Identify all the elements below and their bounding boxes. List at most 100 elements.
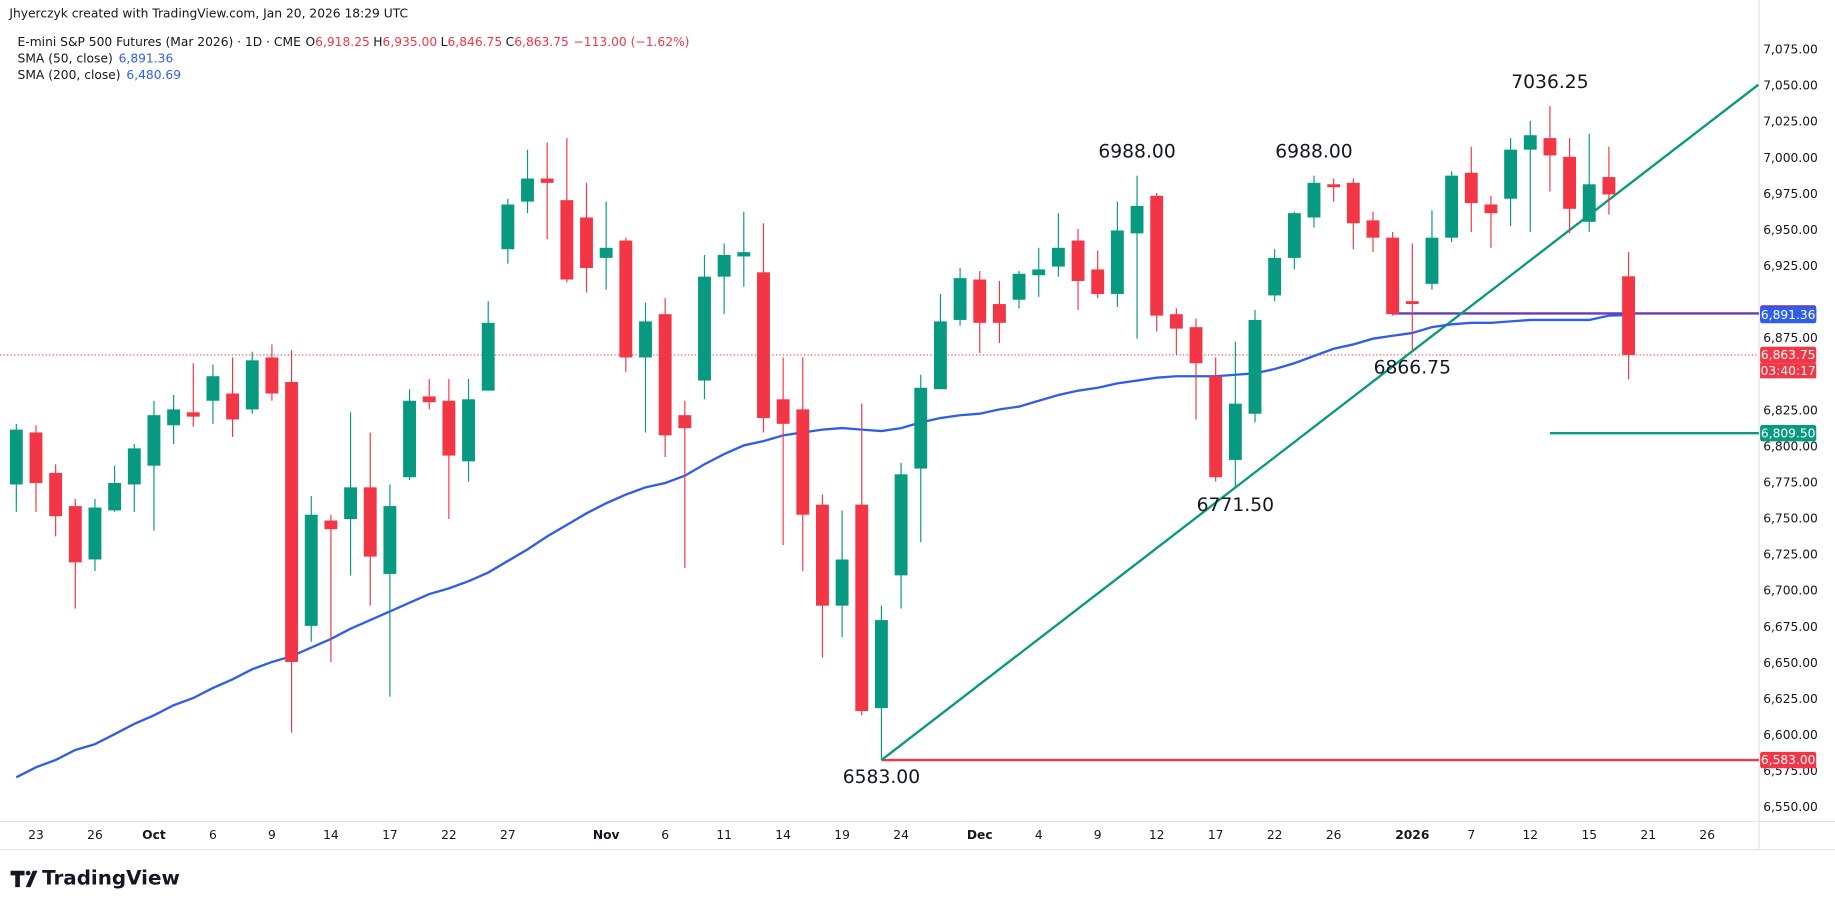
candle-body xyxy=(344,487,358,520)
candle-body xyxy=(383,506,397,574)
x-tick-label: Dec xyxy=(967,828,993,842)
candle-body xyxy=(1071,240,1085,281)
candle-body xyxy=(167,409,181,426)
candle-body xyxy=(1228,403,1242,460)
x-tick-label: 6 xyxy=(209,828,217,842)
candle-body xyxy=(1287,213,1301,258)
candle-body xyxy=(1012,273,1026,300)
candle-body xyxy=(1464,172,1478,204)
candle-body xyxy=(874,620,888,709)
level-box xyxy=(1760,751,1817,769)
candle-body xyxy=(580,217,593,268)
candle-body xyxy=(1327,184,1341,188)
x-tick-label: 14 xyxy=(775,828,791,842)
level-label: 6,809.50 xyxy=(1761,426,1816,440)
candle-body xyxy=(1032,269,1046,276)
y-tick-label: 6,975.00 xyxy=(1763,187,1818,201)
candle-body xyxy=(1484,204,1498,214)
candle-body xyxy=(9,429,23,485)
indicator-legend: SMA (50, close) 6,891.36 xyxy=(18,51,174,65)
logo-dot xyxy=(25,870,31,876)
indicator-legend: SMA (200, close) 6,480.69 xyxy=(18,67,182,81)
sma-line xyxy=(15,313,1629,779)
y-tick-label: 6,625.00 xyxy=(1763,692,1818,706)
y-tick-label: 6,875.00 xyxy=(1763,331,1818,345)
ohlc-key: C xyxy=(506,35,515,49)
ohlc-value: 6,935.00 xyxy=(383,35,438,49)
x-tick-label: 9 xyxy=(268,828,276,842)
candle-body xyxy=(1543,138,1557,156)
y-tick-label: 7,000.00 xyxy=(1763,151,1818,165)
y-tick-label: 6,700.00 xyxy=(1763,584,1818,598)
candle-body xyxy=(1346,182,1360,224)
last-price-box xyxy=(1760,346,1817,364)
x-tick-label: 17 xyxy=(382,828,398,842)
price-annotation: 6583.00 xyxy=(843,767,920,788)
candle-body xyxy=(540,178,554,183)
candle-body xyxy=(206,376,220,401)
ohlc-key: O xyxy=(306,35,316,49)
candle-body xyxy=(1248,319,1262,414)
ohlc-value: 6,918.25 xyxy=(315,35,370,49)
candle-body xyxy=(481,322,495,391)
candle-body xyxy=(422,396,436,403)
candle-body xyxy=(560,200,574,280)
y-tick-label: 6,725.00 xyxy=(1763,548,1818,562)
indicator-value: 6,891.36 xyxy=(119,51,174,65)
candle-body xyxy=(186,412,200,417)
candle-body xyxy=(304,514,318,626)
candle-body xyxy=(953,278,967,320)
y-tick-label: 6,950.00 xyxy=(1763,223,1818,237)
y-tick-label: 7,050.00 xyxy=(1763,79,1818,93)
candle-body xyxy=(49,472,63,517)
candle-body xyxy=(147,415,161,466)
x-tick-label: 6 xyxy=(661,828,669,842)
x-tick-label: 23 xyxy=(28,828,44,842)
ohlc-key: H xyxy=(373,35,382,49)
candle-body xyxy=(462,399,475,462)
candle-body xyxy=(737,252,751,257)
x-tick-label: 7 xyxy=(1467,828,1475,842)
candle-body xyxy=(1523,135,1537,150)
candle-body xyxy=(1130,205,1144,234)
price-annotation: 6988.00 xyxy=(1275,142,1352,163)
candle-body xyxy=(1110,230,1124,294)
x-tick-label: 26 xyxy=(1326,828,1342,842)
y-tick-label: 6,775.00 xyxy=(1763,476,1818,490)
brand: TradingView xyxy=(42,866,180,889)
candle-body xyxy=(914,387,928,469)
candle-body xyxy=(127,448,141,485)
price-annotation: 7036.25 xyxy=(1511,72,1588,93)
ohlc-value: 6,863.75 xyxy=(514,35,569,49)
candle-body xyxy=(226,393,240,420)
candle-body xyxy=(894,474,908,576)
candle-body xyxy=(639,321,652,358)
countdown: 03:40:17 xyxy=(1761,364,1816,378)
candle-body xyxy=(245,360,259,410)
sma-label: 6,891.36 xyxy=(1761,308,1816,322)
plot-area xyxy=(0,83,1759,779)
candle-body xyxy=(816,504,829,606)
x-tick-label: Oct xyxy=(142,828,166,842)
candle-body xyxy=(521,178,534,202)
candle-body xyxy=(442,400,456,456)
candle-body xyxy=(1169,314,1183,329)
candle-body xyxy=(285,381,299,662)
x-tick-label: 4 xyxy=(1035,828,1043,842)
sma-box xyxy=(1760,306,1817,324)
candle-body xyxy=(1445,175,1459,238)
ohlc-key: L xyxy=(441,35,448,49)
x-tick-label: 17 xyxy=(1208,828,1224,842)
x-tick-label: 26 xyxy=(87,828,103,842)
indicator-value: 6,480.69 xyxy=(126,67,181,81)
candle-body xyxy=(1209,376,1223,478)
x-tick-label: 19 xyxy=(834,828,850,842)
candle-body xyxy=(88,507,102,560)
countdown-box xyxy=(1760,363,1817,379)
ohlc-value: 6,846.75 xyxy=(448,35,503,49)
candle-body xyxy=(324,520,338,530)
candle-body xyxy=(68,506,82,563)
price-annotation: 6866.75 xyxy=(1374,358,1451,379)
candle-body xyxy=(698,276,711,381)
